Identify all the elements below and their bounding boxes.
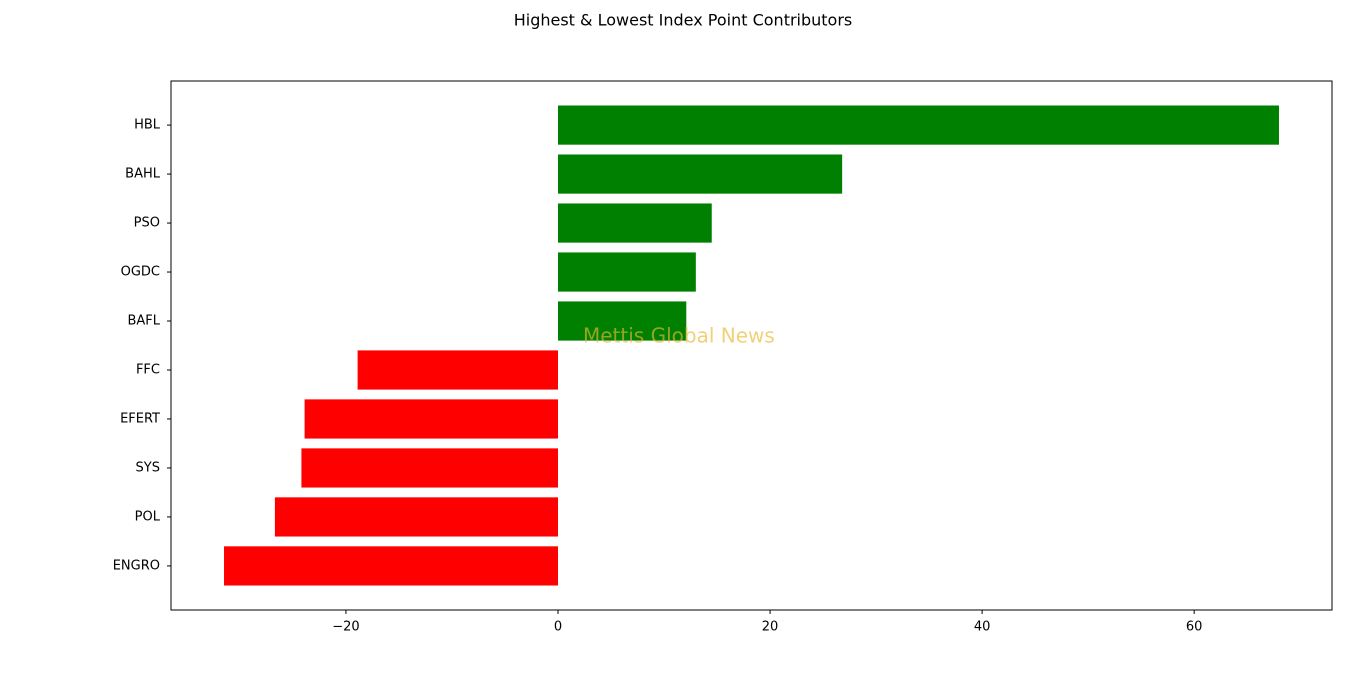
bar (357, 350, 558, 390)
watermark: Mettis Global News (583, 324, 775, 348)
y-tick-label: SYS (136, 460, 160, 475)
x-tick-label: 40 (974, 620, 991, 635)
y-tick-label: BAFL (127, 314, 160, 329)
x-tick-label: 60 (1186, 620, 1203, 635)
bar (558, 301, 687, 341)
plot-frame (170, 80, 1333, 611)
bar (558, 154, 843, 194)
y-tick-label: ENGRO (113, 558, 160, 573)
y-tick-label: POL (135, 509, 161, 524)
y-tick-label: BAHL (125, 167, 161, 182)
bar (301, 448, 558, 488)
y-tick-label: OGDC (121, 265, 160, 280)
x-tick-label: 0 (554, 620, 562, 635)
chart-title: Highest & Lowest Index Point Contributor… (514, 11, 853, 30)
x-tick-label: −20 (332, 620, 359, 635)
bar (558, 252, 696, 292)
bar (304, 399, 558, 439)
y-tick-label: PSO (134, 216, 160, 231)
y-tick-label: FFC (136, 362, 160, 377)
y-tick-label: EFERT (120, 411, 160, 426)
x-tick-label: 20 (762, 620, 779, 635)
bar (274, 497, 558, 537)
y-tick-label: HBL (134, 118, 161, 133)
bar (558, 105, 1279, 145)
bar (224, 546, 558, 586)
bar (558, 203, 712, 243)
